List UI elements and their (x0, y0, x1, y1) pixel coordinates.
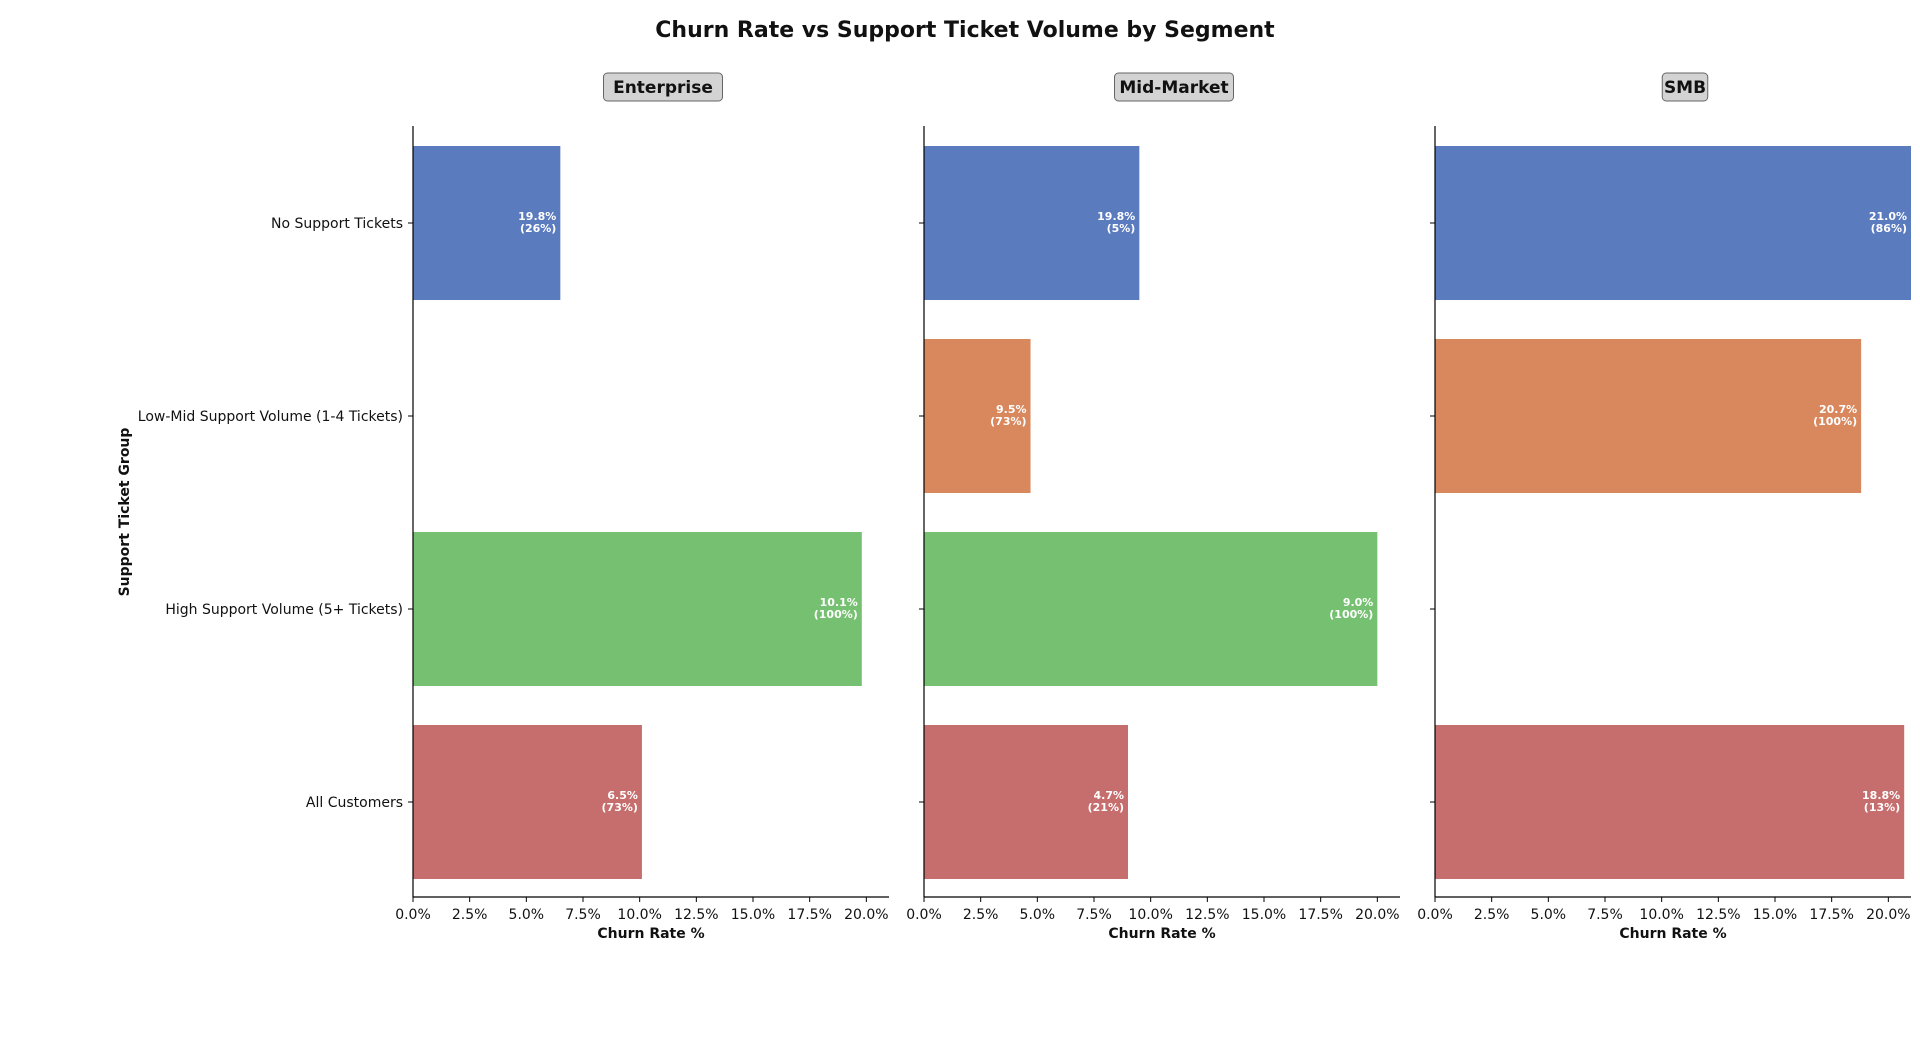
x-tick-label: 10.0% (1128, 907, 1172, 923)
x-tick-label: 15.0% (731, 907, 775, 923)
y-tick-label: High Support Volume (5+ Tickets) (165, 602, 403, 618)
panels-group: Enterprise19.8%(26%)10.1%(100%)6.5%(73%)… (138, 72, 1911, 942)
x-tick-label: 15.0% (1753, 907, 1797, 923)
data-label: (13%) (1864, 801, 1900, 814)
data-label: (73%) (990, 415, 1026, 428)
bar (924, 532, 1378, 686)
bar (924, 725, 1128, 879)
data-label: (21%) (1088, 801, 1124, 814)
x-tick-label: 20.0% (844, 907, 888, 923)
data-label: 6.5% (607, 789, 638, 802)
data-label: 10.1% (820, 596, 858, 609)
data-label: 21.0% (1869, 210, 1907, 223)
x-tick-label: 2.5% (963, 907, 999, 923)
bar (413, 146, 561, 300)
data-label: 9.0% (1343, 596, 1374, 609)
bar (413, 725, 642, 879)
x-axis-label: Churn Rate % (1108, 926, 1215, 942)
panel-title-box (603, 72, 723, 102)
x-tick-label: 12.5% (1696, 907, 1740, 923)
panel-2: SMB 21.0%(86%) 20.7%(100%) 18.8%(13%) 0.0% 2.… (1417, 72, 1911, 942)
data-label: 19.8% (518, 210, 556, 223)
data-label: (100%) (1329, 608, 1373, 621)
x-tick-label: 0.0% (906, 907, 942, 923)
panel-title: Enterprise (613, 78, 713, 98)
x-axis-label: Churn Rate % (597, 926, 704, 942)
panel-title: SMB (1664, 78, 1706, 98)
x-tick-label: 12.5% (1185, 907, 1229, 923)
data-label: (86%) (1871, 222, 1907, 235)
bar (924, 146, 1140, 300)
y-tick-label: All Customers (306, 795, 403, 811)
x-tick-label: 0.0% (1417, 907, 1453, 923)
panel-title-box (1661, 72, 1709, 102)
x-tick-label: 20.0% (1355, 907, 1399, 923)
data-label: 18.8% (1862, 789, 1900, 802)
x-tick-label: 7.5% (565, 907, 601, 923)
x-tick-label: 5.0% (509, 907, 545, 923)
x-tick-label: 0.0% (395, 907, 431, 923)
bar (1435, 725, 1905, 879)
y-tick-label: No Support Tickets (271, 216, 403, 232)
x-tick-label: 10.0% (1639, 907, 1683, 923)
bar (413, 532, 862, 686)
data-label: (100%) (1813, 415, 1857, 428)
x-tick-label: 12.5% (674, 907, 718, 923)
x-tick-label: 17.5% (1809, 907, 1853, 923)
panel-title: Mid-Market (1119, 78, 1228, 98)
data-label: (100%) (814, 608, 858, 621)
data-label: 19.8% (1097, 210, 1135, 223)
chart-title: Churn Rate vs Support Ticket Volume by S… (655, 18, 1275, 43)
data-label: 20.7% (1819, 403, 1857, 416)
y-axis-label: Support Ticket Group (117, 428, 133, 597)
x-tick-label: 17.5% (1298, 907, 1342, 923)
bar (1435, 339, 1862, 493)
x-tick-label: 7.5% (1076, 907, 1112, 923)
x-tick-label: 2.5% (452, 907, 488, 923)
x-tick-label: 15.0% (1242, 907, 1286, 923)
bar (924, 339, 1031, 493)
panel-0: Enterprise 19.8%(26%) 10.1%(100%) 6.5%(73%)… (138, 72, 889, 942)
panel-1: Mid-Market 19.8%(5%) 9.5%(73%) 9.0%(100%) 4.… (906, 72, 1400, 942)
bar (1435, 146, 1911, 300)
panel-title-box (1114, 72, 1234, 102)
x-tick-label: 20.0% (1866, 907, 1910, 923)
data-label: (5%) (1107, 222, 1136, 235)
x-axis-label: Churn Rate % (1619, 926, 1726, 942)
data-label: (73%) (602, 801, 638, 814)
data-label: 9.5% (996, 403, 1027, 416)
x-tick-label: 10.0% (617, 907, 661, 923)
data-label: 4.7% (1093, 789, 1124, 802)
x-tick-label: 2.5% (1474, 907, 1510, 923)
x-tick-label: 5.0% (1531, 907, 1567, 923)
y-tick-label: Low-Mid Support Volume (1-4 Tickets) (138, 409, 403, 425)
x-tick-label: 7.5% (1587, 907, 1623, 923)
x-tick-label: 17.5% (787, 907, 831, 923)
data-label: (26%) (520, 222, 556, 235)
x-tick-label: 5.0% (1020, 907, 1056, 923)
